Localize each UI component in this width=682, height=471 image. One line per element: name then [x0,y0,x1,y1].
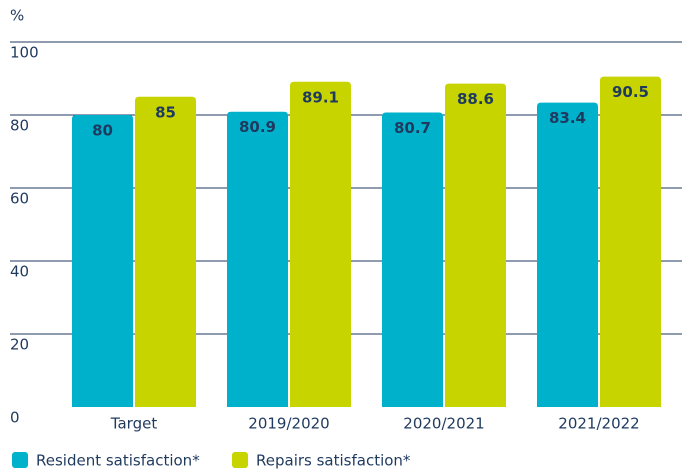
y-tick-label: 60 [10,190,29,208]
value-label: 89.1 [302,88,339,106]
x-tick-label: 2020/2021 [403,415,484,433]
x-tick-label: Target [110,415,158,433]
bar [445,83,506,408]
value-label: 88.6 [457,90,494,108]
bar [227,111,288,407]
bar [600,76,661,408]
bar [382,112,443,407]
y-axis-label: % [10,7,24,25]
legend-swatch [232,452,248,468]
x-tick-label: 2021/2022 [558,415,639,433]
value-label: 83.4 [549,109,586,127]
y-tick-label: 100 [10,44,39,62]
y-tick-label: 40 [10,263,29,281]
bar [537,102,598,407]
y-tick-label: 80 [10,117,29,135]
y-tick-label: 20 [10,336,29,354]
value-label: 85 [155,103,176,121]
legend-label: Resident satisfaction* [36,452,200,470]
legend-label: Repairs satisfaction* [256,452,411,470]
value-label: 90.5 [612,83,649,101]
y-tick-label: 0 [10,409,20,427]
value-label: 80 [92,122,113,140]
value-label: 80.7 [394,119,431,137]
bar [290,81,351,407]
bar [135,96,196,407]
x-tick-label: 2019/2020 [248,415,329,433]
legend-swatch [12,452,28,468]
value-label: 80.9 [239,118,276,136]
bar [72,115,133,407]
